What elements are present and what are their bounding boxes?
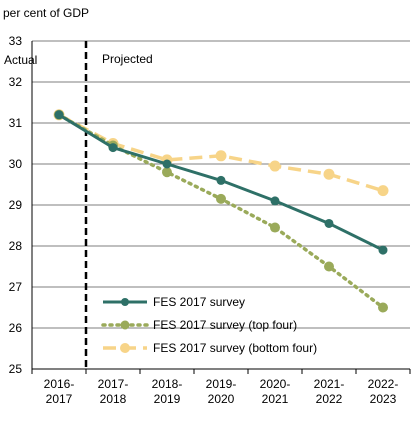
data-point-survey bbox=[216, 175, 226, 185]
x-tick-label: 2021-2022 bbox=[314, 377, 345, 406]
data-point-top-four bbox=[270, 222, 280, 233]
y-tick-label: 29 bbox=[9, 198, 23, 212]
data-point-survey bbox=[54, 110, 64, 120]
legend-label-top-four: FES 2017 survey (top four) bbox=[153, 318, 297, 332]
data-point-top-four bbox=[162, 167, 172, 178]
y-tick-label: 25 bbox=[9, 362, 23, 376]
legend-label-survey: FES 2017 survey bbox=[153, 295, 245, 309]
data-point-survey bbox=[108, 143, 118, 153]
data-point-bottom-four bbox=[377, 185, 389, 197]
y-tick-label: 31 bbox=[9, 116, 23, 130]
data-point-survey bbox=[270, 196, 280, 206]
y-unit-label: per cent of GDP bbox=[3, 6, 89, 20]
grid-lines bbox=[32, 40, 410, 329]
x-tick-label: 2018-2019 bbox=[152, 377, 183, 406]
legend-marker-top-four bbox=[120, 320, 130, 330]
data-point-top-four bbox=[216, 193, 226, 204]
series-lines bbox=[53, 109, 389, 313]
data-point-survey bbox=[378, 245, 388, 255]
axes: 25 26 27 28 29 30 31 32 33 2016-2017 2017-2018 2018… bbox=[9, 34, 411, 406]
data-point-bottom-four bbox=[323, 168, 335, 180]
data-point-bottom-four bbox=[215, 150, 227, 162]
y-tick-label: 28 bbox=[9, 239, 23, 253]
legend-marker-bottom-four bbox=[120, 343, 130, 353]
y-tick-label: 26 bbox=[9, 321, 23, 335]
actual-region-label: Actual bbox=[4, 53, 37, 67]
y-tick-label: 33 bbox=[9, 34, 23, 48]
data-point-survey bbox=[162, 159, 172, 169]
y-tick-label: 32 bbox=[9, 75, 23, 89]
x-tick-label: 2017-2018 bbox=[98, 377, 129, 406]
x-tick-label: 2022-2023 bbox=[368, 377, 399, 406]
data-point-top-four bbox=[378, 302, 388, 313]
y-tick-label: 30 bbox=[9, 157, 23, 171]
projected-region-label: Projected bbox=[102, 52, 153, 66]
data-point-survey bbox=[324, 218, 334, 228]
x-tick-label: 2016-2017 bbox=[44, 377, 75, 406]
data-point-top-four bbox=[324, 261, 334, 272]
y-tick-label: 27 bbox=[9, 280, 23, 294]
legend-label-bottom-four: FES 2017 survey (bottom four) bbox=[153, 341, 317, 355]
x-tick-label: 2020-2021 bbox=[260, 377, 291, 406]
legend-marker-survey bbox=[121, 298, 129, 306]
data-point-bottom-four bbox=[269, 160, 281, 172]
x-tick-label: 2019-2020 bbox=[206, 377, 237, 406]
legend: FES 2017 survey FES 2017 survey (top four… bbox=[101, 295, 317, 355]
